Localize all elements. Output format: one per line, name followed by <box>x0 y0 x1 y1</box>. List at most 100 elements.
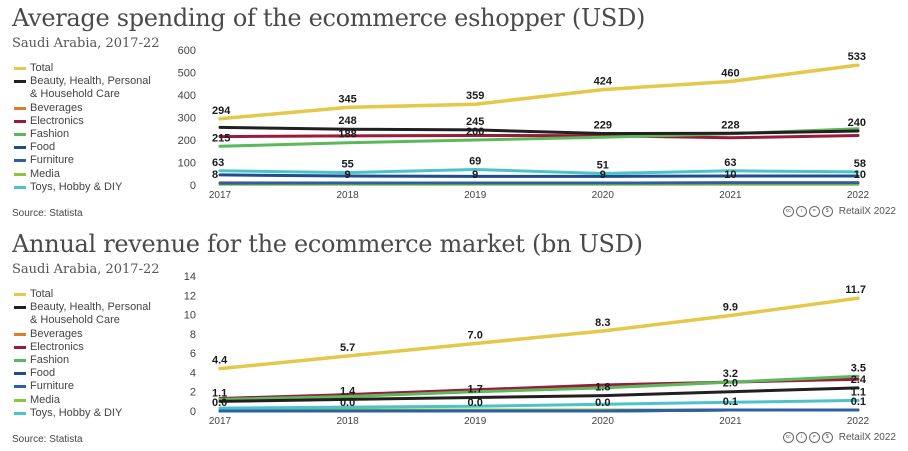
license-footer: cc i = $ RetailX 2022 <box>782 206 896 217</box>
x-tick-label: 2021 <box>719 190 742 200</box>
brand-label: RetailX 2022 <box>838 206 896 217</box>
legend-item: Beauty, Health, Personal <box>12 75 190 88</box>
y-tick-label: 12 <box>184 290 196 302</box>
legend-label: Total <box>30 288 54 300</box>
series-line-food <box>218 173 860 178</box>
series-line-fashion <box>218 374 860 401</box>
legend-label: Toys, Hobby & DIY <box>30 406 123 419</box>
y-tick-label: 100 <box>178 158 196 170</box>
legend: Total Beauty, Health, Personal & Household… <box>12 62 190 194</box>
source-note: Source: Statista <box>12 208 83 219</box>
x-tick-label: 2018 <box>336 416 359 426</box>
source-note: Source: Statista <box>12 434 83 445</box>
data-label: 1.1 <box>212 387 227 399</box>
data-label: 460 <box>721 68 739 80</box>
data-label: 2.0 <box>723 378 738 390</box>
data-label: 9 <box>472 169 478 181</box>
cc-license-icon: cc <box>782 432 794 443</box>
chart-title: Annual revenue for the ecommerce market … <box>12 230 643 258</box>
y-tick-label: 200 <box>178 135 196 147</box>
revenue-chart-panel: Annual revenue for the ecommerce market … <box>0 226 908 448</box>
legend-swatch <box>14 372 26 376</box>
legend-item: Furniture <box>12 380 190 393</box>
legend-label: & Household Care <box>30 314 120 327</box>
legend-swatch <box>14 146 26 150</box>
x-tick-label: 2019 <box>464 190 487 200</box>
legend-item: Total <box>12 62 190 75</box>
legend-label: Media <box>30 167 60 180</box>
data-label: 3.5 <box>851 362 866 374</box>
legend-swatch <box>14 133 26 137</box>
data-label: 228 <box>721 120 739 132</box>
legend-swatch <box>14 411 26 415</box>
legend-swatch <box>14 306 26 310</box>
legend-swatch <box>14 398 26 402</box>
data-label: 8.3 <box>595 317 610 329</box>
data-label: 188 <box>338 129 356 141</box>
data-label: 3.2 <box>723 368 738 380</box>
legend-swatch <box>14 159 26 163</box>
data-label: 359 <box>466 90 484 102</box>
data-label: 0.0 <box>595 397 610 409</box>
legend-swatch <box>14 332 26 336</box>
data-label: 0.1 <box>723 396 738 408</box>
data-label: 533 <box>848 51 866 63</box>
legend-label: Beauty, Health, Personal <box>30 75 151 88</box>
data-label: 240 <box>848 117 866 129</box>
legend-label: Total <box>30 62 54 74</box>
data-label: 0.0 <box>340 397 355 409</box>
legend-label: Electronics <box>30 114 84 127</box>
data-label: 345 <box>338 93 356 105</box>
data-label: 69 <box>469 155 481 167</box>
legend-label: Food <box>30 141 56 154</box>
legend-swatch <box>14 385 26 389</box>
legend-label: Food <box>30 367 56 380</box>
legend-item: Electronics <box>12 341 190 354</box>
legend-item: Beauty, Health, Personal <box>12 301 190 314</box>
x-tick-label: 2020 <box>592 190 615 200</box>
x-tick-label: 2017 <box>209 416 232 426</box>
legend: Total Beauty, Health, Personal & Household… <box>12 288 190 420</box>
legend-label: Beauty, Health, Personal <box>30 301 151 314</box>
data-label: 1.4 <box>340 385 356 397</box>
data-label: 229 <box>594 119 612 131</box>
line-chart: 0 2 4 6 8 10 12 14 2017 2018 2019 2020 2021 2022 1.1 3.… <box>184 271 870 426</box>
cc-license-icon: cc <box>782 206 794 217</box>
legend-swatch <box>14 345 26 349</box>
y-tick-label: 400 <box>178 90 196 102</box>
legend-swatch <box>14 185 26 189</box>
series-line-electronics <box>218 134 860 140</box>
legend-item: Food <box>12 141 190 154</box>
series-line-toys <box>218 398 860 410</box>
data-label: 1.1 <box>851 386 866 398</box>
legend-item: Toys, Hobby & DIY <box>12 407 190 420</box>
legend-swatch <box>14 293 26 296</box>
series-line-total <box>218 296 860 371</box>
brand-label: RetailX 2022 <box>838 432 896 443</box>
y-tick-label: 14 <box>184 271 196 283</box>
legend-label: Beverages <box>30 101 83 114</box>
data-label: 58 <box>854 158 866 170</box>
data-label: 248 <box>338 115 356 127</box>
data-label: 0.0 <box>212 397 227 409</box>
y-tick-label: 300 <box>178 113 196 125</box>
data-label: 10 <box>854 169 866 181</box>
data-label: 4.4 <box>212 355 228 367</box>
series-line-beauty <box>218 386 860 403</box>
y-tick-label: 0 <box>190 180 196 192</box>
no-derivatives-icon: = <box>808 432 820 443</box>
data-label: 8 <box>212 169 218 181</box>
x-tick-label: 2022 <box>847 416 870 426</box>
license-footer: cc i = $ RetailX 2022 <box>782 432 896 443</box>
no-derivatives-icon: = <box>808 206 820 217</box>
legend-label: Beverages <box>30 327 83 340</box>
y-tick-label: 6 <box>190 348 196 360</box>
data-label: 0.0 <box>468 397 483 409</box>
data-label: 11.7 <box>845 284 866 296</box>
data-label: 245 <box>466 116 484 128</box>
data-label: 63 <box>212 157 224 169</box>
legend-item: Toys, Hobby & DIY <box>12 181 190 194</box>
y-tick-label: 0 <box>190 406 196 418</box>
legend-item: Fashion <box>12 128 190 141</box>
legend-label: Electronics <box>30 340 84 353</box>
